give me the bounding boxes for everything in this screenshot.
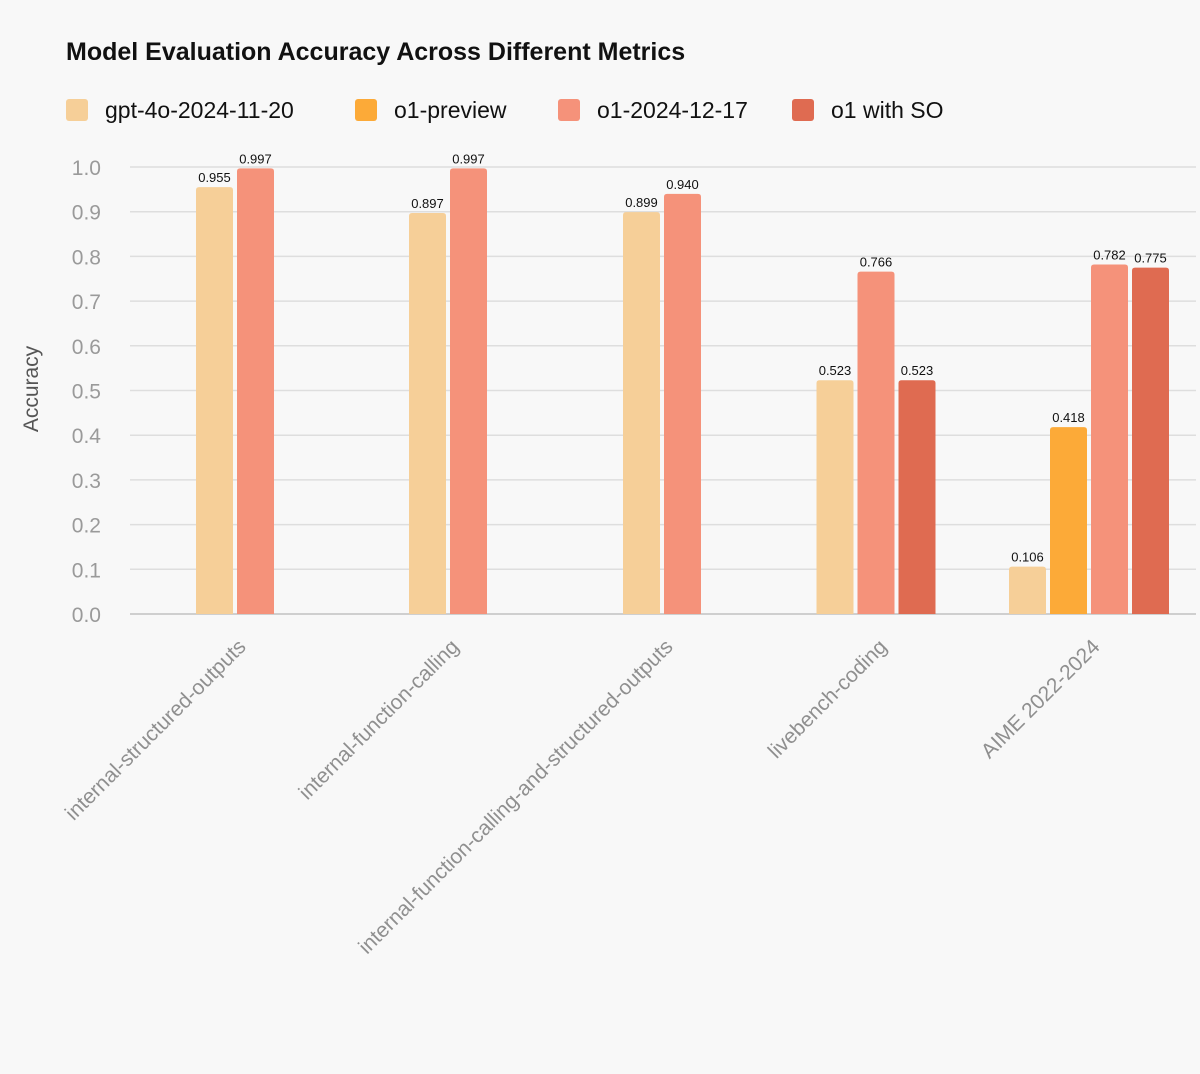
data-label: 0.782 (1093, 247, 1126, 262)
legend-label: o1 with SO (831, 96, 944, 123)
data-label: 0.940 (666, 177, 699, 192)
y-tick-label: 1.0 (72, 157, 101, 180)
bar-o1-preview (1050, 427, 1087, 614)
bar-gpt-4o-2024-11-20 (1009, 566, 1046, 614)
legend-swatch (66, 99, 88, 121)
legend-item-gpt-4o[interactable]: gpt-4o-2024-11-20 (66, 94, 294, 126)
x-category-label: internal-function-calling (295, 635, 464, 804)
y-axis-title: Accuracy (20, 345, 43, 432)
bar-gpt-4o-2024-11-20 (196, 187, 233, 615)
legend-swatch (558, 99, 580, 121)
legend-label: o1-2024-12-17 (597, 96, 748, 123)
data-label: 0.766 (860, 255, 893, 270)
bar-o1-with-so (898, 380, 936, 614)
bar-o1-2024-12-17 (857, 271, 895, 614)
data-label: 0.523 (901, 363, 934, 378)
grid-lines (130, 166, 1196, 615)
bar-gpt-4o-2024-11-20 (816, 380, 854, 614)
data-label: 0.106 (1011, 550, 1044, 565)
data-label: 0.899 (625, 195, 658, 210)
y-tick-label: 0.5 (72, 381, 101, 404)
y-tick-label: 0.8 (72, 246, 101, 269)
y-tick-label: 0.3 (72, 470, 101, 493)
legend-label: gpt-4o-2024-11-20 (105, 96, 294, 123)
legend-item-o1-2024-12-17[interactable]: o1-2024-12-17 (558, 94, 748, 126)
x-category-label: internal-structured-outputs (61, 635, 251, 825)
legend-label: o1-preview (394, 96, 507, 123)
bar-o1-2024-12-17 (237, 168, 274, 614)
data-label: 0.523 (819, 363, 852, 378)
y-tick-label: 0.0 (72, 604, 101, 627)
bar-o1-2024-12-17 (664, 193, 701, 614)
data-label: 0.997 (452, 151, 485, 166)
legend-swatch (792, 99, 814, 121)
x-category-label: livebench-coding (764, 635, 892, 763)
bar-o1-with-so (1132, 267, 1169, 614)
bar-o1-2024-12-17 (450, 168, 487, 614)
y-tick-label: 0.2 (72, 515, 101, 538)
bar-gpt-4o-2024-11-20 (409, 213, 446, 614)
chart-title: Model Evaluation Accuracy Across Differe… (66, 38, 686, 66)
bar-gpt-4o-2024-11-20 (623, 212, 660, 614)
y-tick-label: 0.6 (72, 336, 101, 359)
legend-item-o1-preview[interactable]: o1-preview (355, 94, 507, 126)
y-tick-label: 0.9 (72, 202, 101, 225)
y-tick-label: 0.4 (72, 425, 102, 448)
legend-swatch (355, 99, 377, 121)
x-category-label: AIME 2022-2024 (977, 635, 1105, 763)
data-label: 0.997 (239, 151, 272, 166)
data-label: 0.775 (1134, 251, 1167, 266)
data-label: 0.955 (198, 170, 231, 185)
data-label: 0.418 (1052, 410, 1085, 425)
bar-o1-2024-12-17 (1091, 264, 1128, 614)
y-axis-ticks: 0.0 0.1 0.2 0.3 0.4 0.5 0.6 0.7 0.8 0.9 1.0 (72, 157, 102, 627)
legend-item-o1-with-so[interactable]: o1 with SO (792, 94, 944, 126)
y-tick-label: 0.7 (72, 291, 101, 314)
y-tick-label: 0.1 (72, 559, 101, 582)
data-labels: 0.955 0.997 0.897 0.997 0.899 0.940 0.523 0.766… (198, 151, 1167, 564)
x-axis-categories: internal-structured-outputs internal-func… (61, 635, 1105, 959)
data-label: 0.897 (411, 196, 444, 211)
bars (196, 168, 1169, 615)
